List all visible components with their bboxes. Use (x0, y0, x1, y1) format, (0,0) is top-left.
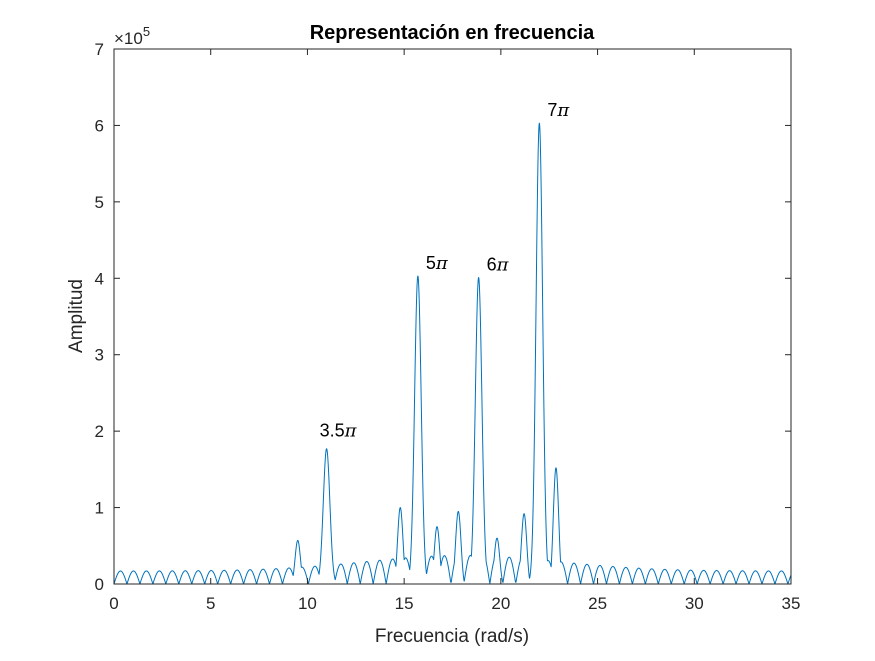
peak-label-value: 7 (547, 100, 557, 120)
y-tick-label: 3 (95, 346, 104, 365)
y-tick-label: 5 (95, 193, 104, 212)
peak-label-value: 5 (426, 253, 436, 273)
y-axis-label: Amplitud (66, 279, 87, 353)
peak-label: 3.5π (320, 421, 358, 442)
peak-label-value: 6 (487, 255, 497, 275)
y-tick-label: 2 (95, 422, 104, 441)
x-tick-label: 35 (782, 594, 801, 613)
exponent-label: ×105 (114, 24, 150, 48)
plot-background (114, 49, 791, 584)
y-tick-label: 1 (95, 499, 104, 518)
x-axis-label: Frecuencia (rad/s) (375, 626, 529, 647)
exponent-power: 5 (143, 24, 150, 39)
peak-label-value: 3.5 (320, 421, 345, 441)
peak-label: 6π (487, 255, 510, 276)
x-tick-label: 30 (685, 594, 704, 613)
y-tick-label: 7 (95, 40, 104, 59)
y-tick-label: 0 (95, 575, 104, 594)
pi-symbol: π (496, 255, 510, 276)
x-tick-label: 15 (395, 594, 414, 613)
peak-label: 7π (547, 100, 570, 121)
x-tick-label: 5 (206, 594, 215, 613)
pi-symbol: π (556, 100, 570, 121)
pi-symbol: π (435, 253, 449, 274)
x-tick-label: 20 (491, 594, 510, 613)
x-tick-label: 0 (109, 594, 118, 613)
y-tick-label: 6 (95, 116, 104, 135)
x-tick-label: 25 (588, 594, 607, 613)
y-tick-label: 4 (95, 269, 104, 288)
pi-symbol: π (344, 421, 358, 442)
exponent-base: ×10 (114, 29, 143, 48)
peak-label: 5π (426, 253, 449, 274)
chart-title: Representación en frecuencia (310, 22, 595, 44)
x-tick-label: 10 (298, 594, 317, 613)
